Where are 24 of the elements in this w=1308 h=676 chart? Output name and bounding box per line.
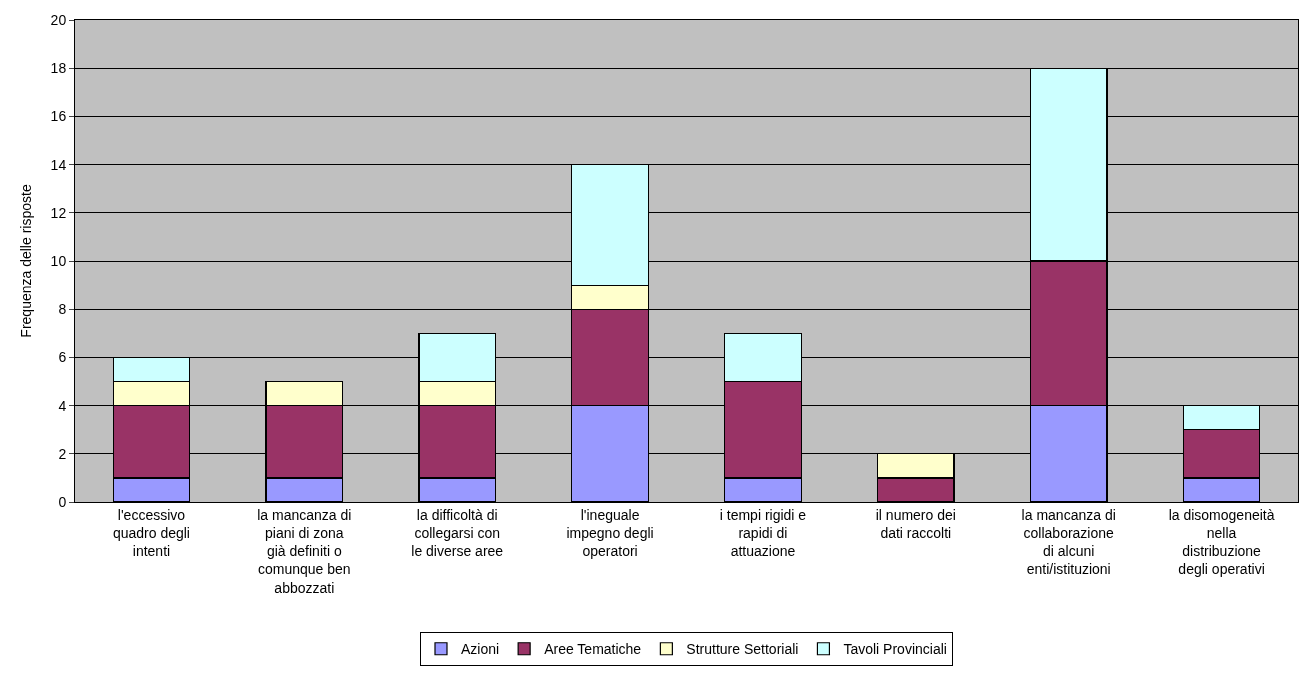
y-tick-label: 18 xyxy=(50,60,67,77)
y-tick-label: 12 xyxy=(50,204,67,221)
y-tick-label: 20 xyxy=(50,11,67,28)
x-tick-label: la mancanza di piani di zona già definiti o comunque ben abbozzati xyxy=(257,506,352,596)
y-axis-title: Frequenza delle risposte xyxy=(18,184,35,338)
x-tick-label: il numero dei dati raccolti xyxy=(875,506,956,541)
y-tick-label: 16 xyxy=(50,108,67,125)
y-tick-label: 14 xyxy=(50,156,67,173)
x-tick-label: l'ineguale impegno degli operatori xyxy=(566,506,654,560)
y-tick-label: 2 xyxy=(58,445,67,462)
legend-label: Tavoli Provinciali xyxy=(843,641,947,658)
y-tick-label: 0 xyxy=(58,493,67,510)
x-tick-label: i tempi rigidi e rapidi di attuazione xyxy=(719,506,807,560)
x-tick-label: la difficoltà di collegarsi con le diverse aree xyxy=(411,506,504,560)
legend-label: Azioni xyxy=(461,641,500,658)
x-tick-label: la disomogeneità nella distribuzione degli operativi xyxy=(1168,506,1275,578)
legend-label: Aree Tematiche xyxy=(544,641,642,658)
x-tick-label: la mancanza di collaborazione di alcuni enti/istituzioni xyxy=(1021,506,1116,578)
x-tick-label: l'eccessivo quadro degli intenti xyxy=(112,506,190,560)
y-tick-label: 4 xyxy=(58,397,67,414)
y-tick-label: 8 xyxy=(58,301,67,318)
legend-label: Strutture Settoriali xyxy=(686,641,799,658)
y-tick-label: 10 xyxy=(50,252,67,269)
y-tick-label: 6 xyxy=(58,349,67,366)
